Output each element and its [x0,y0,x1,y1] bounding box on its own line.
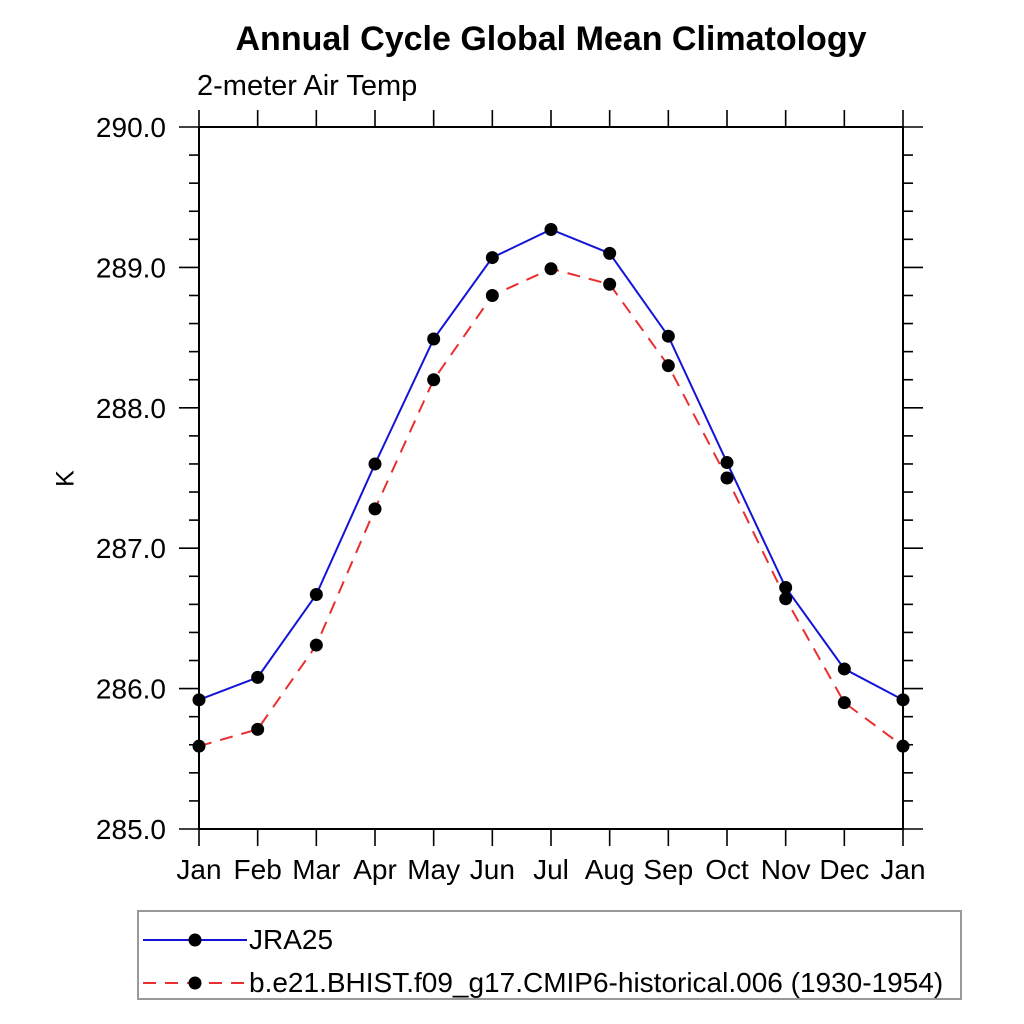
x-tick-label: Aug [585,854,635,885]
y-tick-label: 285.0 [96,814,166,845]
x-tick-label: Jun [470,854,515,885]
data-point-marker-s0 [251,670,265,684]
y-tick-label: 290.0 [96,112,166,143]
data-point-marker-s0 [661,329,675,343]
data-point-marker-s1 [720,471,734,485]
x-tick-label: May [407,854,460,885]
data-point-marker-s1 [368,502,382,516]
series-line-1 [198,267,904,748]
legend-item-cmip6: b.e21.BHIST.f09_g17.CMIP6-historical.006… [141,962,943,1004]
chart-subtitle: 2-meter Air Temp [197,70,418,102]
y-tick-label: 288.0 [96,393,166,424]
data-point-marker-s1 [896,739,910,753]
data-point-marker-s0 [544,222,558,236]
data-point-marker-s1 [779,592,793,606]
data-point-marker-s1 [603,277,617,291]
data-point-marker-s0 [192,693,206,707]
data-point-marker-s0 [309,588,323,602]
x-tick-label: Jan [880,854,925,885]
data-point-marker-s0 [837,662,851,676]
x-tick-label: Oct [705,854,749,885]
plot-frame [198,126,904,830]
data-point-marker-s1 [309,638,323,652]
x-tick-label: Jan [176,854,221,885]
legend-item-jra25: JRA25 [141,919,333,961]
series-line-0 [198,228,904,701]
data-point-marker-s0 [896,693,910,707]
x-tick-label: Nov [761,854,811,885]
data-point-marker-s1 [837,696,851,710]
chart-title: Annual Cycle Global Mean Climatology [235,20,867,58]
legend-line-sample-0 [143,933,247,947]
legend-label-jra25: JRA25 [249,924,334,955]
data-point-marker-s0 [368,457,382,471]
data-point-marker-s0 [485,251,499,265]
x-tick-label: Jul [533,854,569,885]
data-point-marker-s0 [779,581,793,595]
legend-box: JRA25 b.e21.BHIST.f09_g17.CMIP6-historic… [137,910,962,1000]
data-point-marker-s1 [485,288,499,302]
x-tick-label: Feb [234,854,282,885]
data-point-marker-s1 [251,722,265,736]
y-tick-label: 286.0 [96,674,166,705]
data-point-marker-s0 [603,246,617,260]
legend-line-sample-1 [143,976,247,990]
x-tick-label: Sep [643,854,693,885]
x-tick-label: Apr [353,854,397,885]
data-point-marker-s1 [192,739,206,753]
y-tick-label: 287.0 [96,533,166,564]
data-point-marker-s1 [661,359,675,373]
data-point-marker-s0 [720,456,734,470]
x-tick-label: Dec [819,854,869,885]
legend-label-cmip6: b.e21.BHIST.f09_g17.CMIP6-historical.006… [249,967,944,998]
x-tick-label: Mar [292,854,340,885]
data-point-marker-s0 [427,332,441,346]
y-tick-label: 289.0 [96,252,166,283]
data-point-marker-s1 [544,262,558,276]
data-point-marker-s1 [427,373,441,387]
